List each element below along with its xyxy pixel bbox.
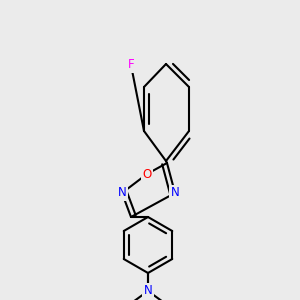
- Text: N: N: [118, 187, 126, 200]
- Text: O: O: [142, 167, 152, 181]
- Text: F: F: [128, 58, 134, 71]
- Text: N: N: [144, 284, 152, 298]
- Text: N: N: [144, 284, 152, 298]
- Text: N: N: [171, 187, 179, 200]
